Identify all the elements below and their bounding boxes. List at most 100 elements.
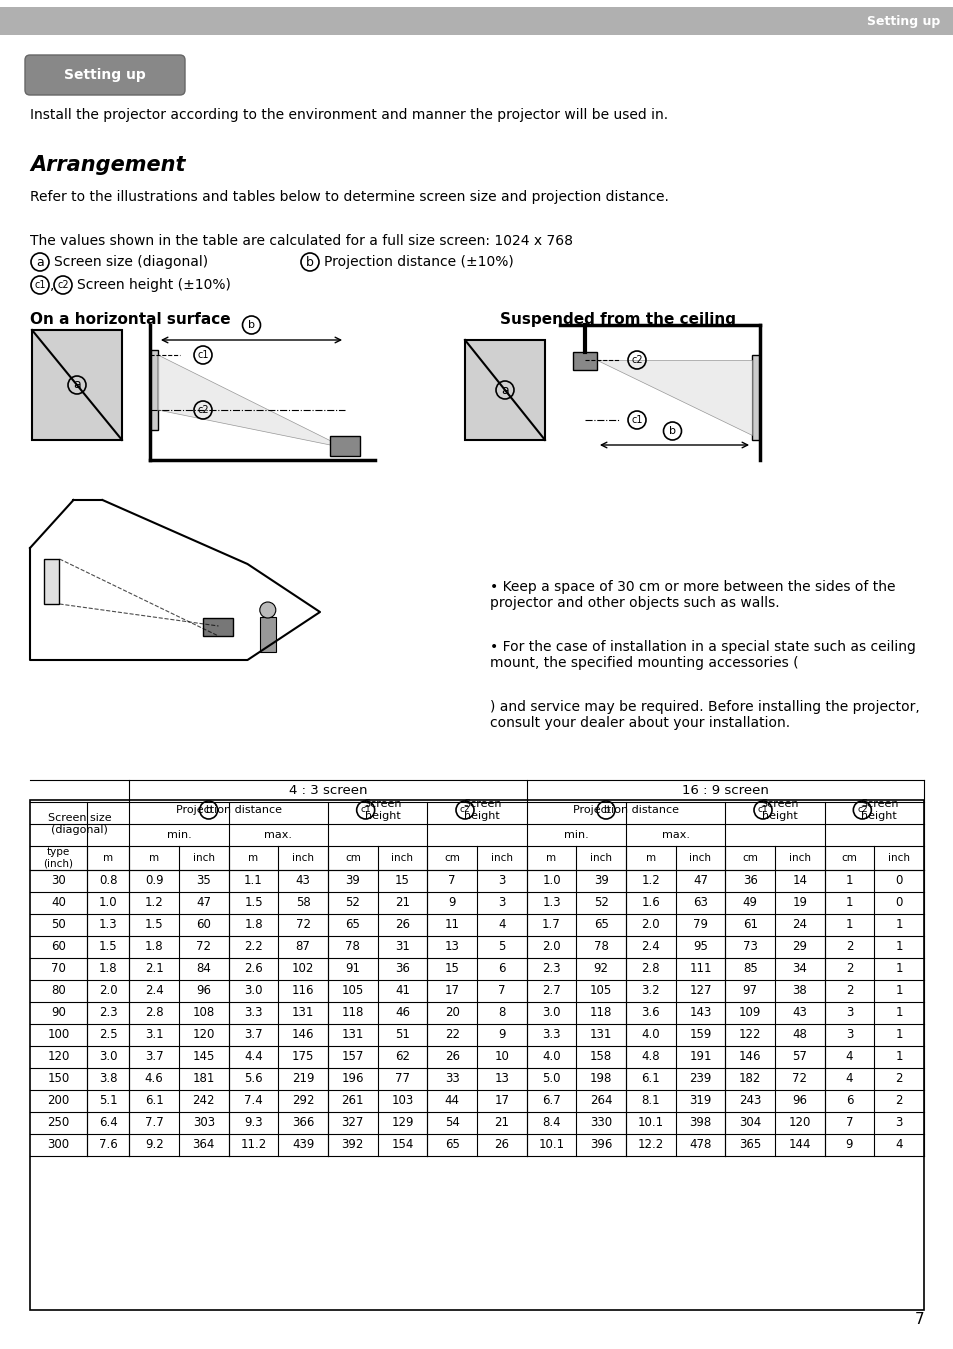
Text: Screen size (diagonal): Screen size (diagonal) — [54, 255, 208, 268]
Text: 1: 1 — [895, 962, 902, 975]
Text: b: b — [205, 805, 212, 815]
Text: 7.4: 7.4 — [244, 1094, 263, 1108]
Text: b: b — [668, 426, 676, 436]
Text: 4 : 3 screen: 4 : 3 screen — [289, 785, 367, 797]
Text: 127: 127 — [688, 985, 711, 997]
Text: 1.8: 1.8 — [145, 940, 163, 954]
Polygon shape — [158, 355, 345, 448]
Text: 364: 364 — [193, 1139, 214, 1152]
Text: c1: c1 — [631, 415, 642, 425]
Text: 9.3: 9.3 — [244, 1117, 262, 1129]
Text: 5: 5 — [497, 940, 505, 954]
Text: 43: 43 — [792, 1006, 806, 1020]
Text: 3.0: 3.0 — [541, 1006, 560, 1020]
Text: 51: 51 — [395, 1028, 410, 1041]
Text: 1: 1 — [895, 919, 902, 932]
Text: inch: inch — [491, 853, 513, 863]
Text: 2: 2 — [845, 962, 852, 975]
Text: 90: 90 — [51, 1006, 66, 1020]
Text: 1: 1 — [845, 874, 852, 888]
Bar — [45, 558, 59, 604]
Text: 439: 439 — [292, 1139, 314, 1152]
Text: c2: c2 — [57, 281, 69, 290]
Text: 239: 239 — [689, 1072, 711, 1086]
Text: 3.0: 3.0 — [244, 985, 262, 997]
Text: 65: 65 — [444, 1139, 459, 1152]
Bar — [32, 331, 122, 440]
Text: 57: 57 — [792, 1051, 806, 1063]
Circle shape — [259, 602, 275, 618]
Text: c1: c1 — [360, 805, 371, 815]
Text: c1: c1 — [34, 281, 46, 290]
Text: 79: 79 — [692, 919, 707, 932]
Text: inch: inch — [193, 853, 214, 863]
Text: 46: 46 — [395, 1006, 410, 1020]
Text: 7: 7 — [448, 874, 456, 888]
Text: 60: 60 — [196, 919, 211, 932]
Text: 365: 365 — [739, 1139, 760, 1152]
Text: 2.3: 2.3 — [541, 962, 560, 975]
Text: Setting up: Setting up — [866, 15, 939, 27]
Text: 181: 181 — [193, 1072, 214, 1086]
Text: 109: 109 — [739, 1006, 760, 1020]
Text: inch: inch — [689, 853, 711, 863]
Text: 78: 78 — [593, 940, 608, 954]
Text: 4.6: 4.6 — [145, 1072, 163, 1086]
Text: 65: 65 — [593, 919, 608, 932]
Text: 159: 159 — [689, 1028, 711, 1041]
Text: 131: 131 — [292, 1006, 314, 1020]
Text: 396: 396 — [589, 1139, 612, 1152]
Text: 36: 36 — [742, 874, 757, 888]
Text: 3.3: 3.3 — [244, 1006, 262, 1020]
Text: 131: 131 — [341, 1028, 364, 1041]
Text: 11: 11 — [444, 919, 459, 932]
Text: inch: inch — [292, 853, 314, 863]
Text: 4.0: 4.0 — [640, 1028, 659, 1041]
Text: 2.0: 2.0 — [541, 940, 560, 954]
Polygon shape — [597, 360, 751, 434]
Text: 2: 2 — [845, 985, 852, 997]
Text: 16 : 9 screen: 16 : 9 screen — [681, 785, 768, 797]
Text: 26: 26 — [395, 919, 410, 932]
Text: 3.7: 3.7 — [244, 1028, 262, 1041]
Text: 20: 20 — [444, 1006, 459, 1020]
Text: 6: 6 — [845, 1094, 852, 1108]
Text: 2: 2 — [845, 940, 852, 954]
Text: min.: min. — [167, 830, 192, 840]
Text: 304: 304 — [739, 1117, 760, 1129]
Text: 1.0: 1.0 — [541, 874, 560, 888]
Text: c2: c2 — [856, 805, 866, 815]
Text: 10.1: 10.1 — [537, 1139, 564, 1152]
Text: a: a — [36, 255, 44, 268]
Text: 392: 392 — [341, 1139, 364, 1152]
Text: 50: 50 — [51, 919, 66, 932]
Text: 7.6: 7.6 — [98, 1139, 117, 1152]
Text: 131: 131 — [589, 1028, 612, 1041]
Text: m: m — [103, 853, 113, 863]
Text: 2.7: 2.7 — [541, 985, 560, 997]
Text: On a horizontal surface: On a horizontal surface — [30, 312, 231, 326]
Text: Setting up: Setting up — [64, 67, 146, 82]
Text: 65: 65 — [345, 919, 360, 932]
Bar — [150, 349, 158, 430]
Text: 478: 478 — [689, 1139, 711, 1152]
Text: 118: 118 — [589, 1006, 612, 1020]
Text: cm: cm — [741, 853, 758, 863]
Text: 84: 84 — [196, 962, 211, 975]
Text: 3.2: 3.2 — [640, 985, 659, 997]
Text: 4.8: 4.8 — [640, 1051, 659, 1063]
Text: 38: 38 — [792, 985, 806, 997]
Text: 2.8: 2.8 — [640, 962, 659, 975]
Text: 35: 35 — [196, 874, 211, 888]
Text: 8.4: 8.4 — [541, 1117, 560, 1129]
Text: 39: 39 — [345, 874, 360, 888]
Text: 1: 1 — [895, 940, 902, 954]
Text: 243: 243 — [739, 1094, 760, 1108]
Text: Arrangement: Arrangement — [30, 155, 185, 175]
Text: 6.4: 6.4 — [98, 1117, 117, 1129]
Text: 7: 7 — [913, 1313, 923, 1327]
Text: inch: inch — [887, 853, 909, 863]
Text: c2: c2 — [197, 405, 209, 415]
Text: 1.5: 1.5 — [244, 897, 262, 909]
Text: 330: 330 — [590, 1117, 612, 1129]
